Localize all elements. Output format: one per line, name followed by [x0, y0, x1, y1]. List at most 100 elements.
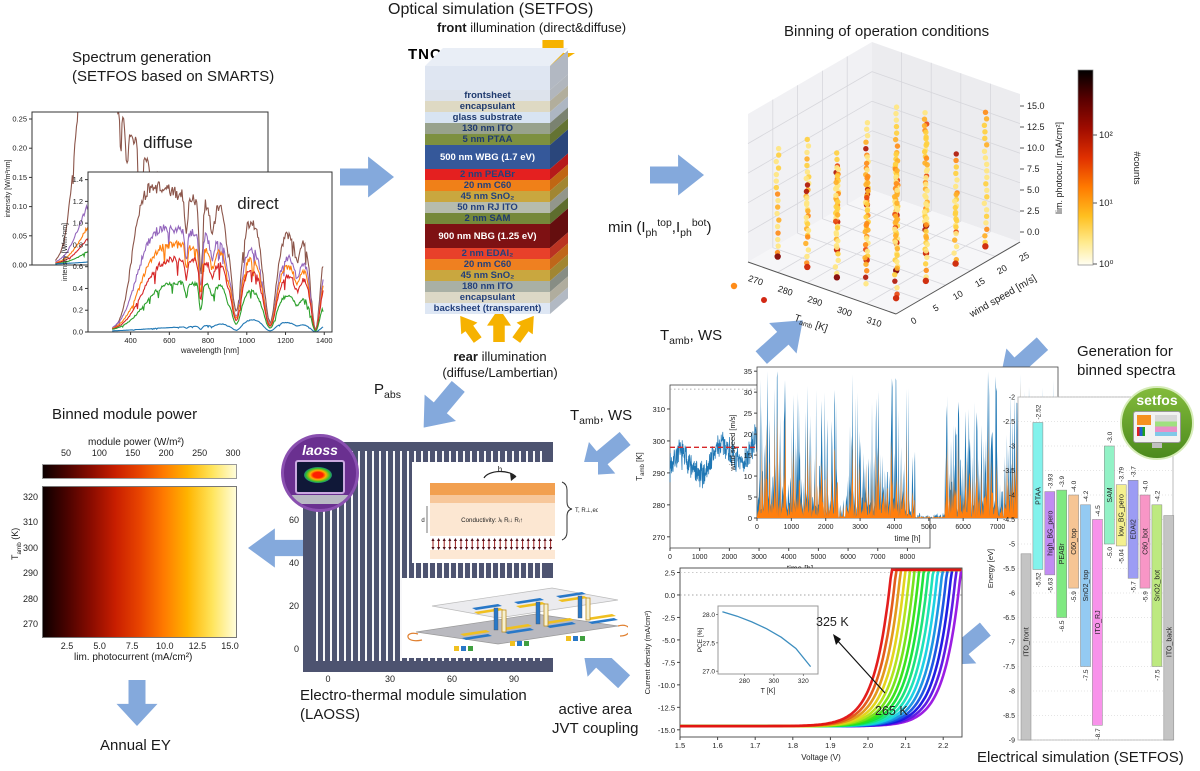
svg-text:4000: 4000 [781, 554, 797, 561]
heatmap-tick: 310 [22, 517, 38, 528]
svg-text:1400: 1400 [316, 336, 333, 345]
svg-text:300: 300 [836, 304, 853, 318]
module-tick: 60 [288, 515, 299, 525]
rear-illumination-label: rear illumination (diffuse/Lambertian) [442, 349, 558, 380]
svg-text:15.0: 15.0 [1027, 101, 1045, 111]
svg-text:10⁰: 10⁰ [1099, 259, 1114, 270]
binning-colorbar [1077, 69, 1094, 266]
stack-layer-label: backsheet (transparent) [433, 303, 542, 314]
heatmap-tick: 200 [158, 448, 174, 458]
svg-text:1000: 1000 [692, 554, 708, 561]
svg-text:0.0: 0.0 [1027, 227, 1040, 237]
stack-layer-glass-slab [425, 50, 568, 90]
heatmap-tick: 10.0 [156, 641, 174, 651]
heatmap-tick: 150 [125, 448, 141, 458]
svg-text:direct: direct [237, 194, 279, 213]
stack-layer-glass-substrate: glass substrate [425, 96, 568, 123]
svg-text:-4.2: -4.2 [1083, 490, 1090, 502]
heatmap-tick: 5.0 [93, 641, 106, 651]
svg-text:Conductivity: λᵢ Rᵢ↓ Rᵢ↑: Conductivity: λᵢ Rᵢ↓ Rᵢ↑ [461, 517, 523, 524]
svg-text:2000: 2000 [722, 554, 738, 561]
generation-title: Generation for binned spectra [1077, 343, 1176, 379]
svg-text:-5: -5 [1009, 542, 1015, 549]
energy-bar-ITO_back [1163, 515, 1175, 741]
heatmap-tick: 2.5 [60, 641, 74, 651]
svg-text:310: 310 [652, 405, 665, 414]
stack-layer-label: 180 nm ITO [461, 281, 514, 292]
energy-bar-PTAA [1032, 422, 1044, 570]
setfos-logo-wordmark: setfos [1136, 392, 1178, 408]
heatmap-body [42, 486, 237, 638]
svg-text:-5.0: -5.0 [662, 636, 675, 645]
svg-text:8000: 8000 [900, 554, 916, 561]
svg-text:280: 280 [652, 501, 665, 510]
svg-text:-3.7: -3.7 [1131, 466, 1138, 478]
stack-layer-900-nm-nbg-1-25-ev-: 900 nm NBG (1.25 eV) [425, 208, 568, 248]
laoss-heatmap-blob-icon [304, 467, 332, 483]
svg-text:290: 290 [652, 469, 665, 478]
stack-layer-45-nm-sno-: 45 nm SnO₂ [425, 254, 568, 281]
svg-text:-7: -7 [1009, 640, 1015, 647]
energy-bar-high_BG_pero [1044, 491, 1056, 576]
svg-text:2.1: 2.1 [900, 741, 910, 750]
svg-text:2.5: 2.5 [1027, 206, 1040, 216]
svg-text:20: 20 [995, 263, 1009, 277]
wind-speed [757, 371, 1058, 518]
svg-text:-5.0: -5.0 [1107, 547, 1114, 559]
stack-layer-frontsheet: frontsheet [425, 74, 568, 101]
svg-text:-5.04: -5.04 [1119, 549, 1126, 564]
heatmap-tick: 15.0 [221, 641, 239, 651]
svg-text:1.2: 1.2 [73, 197, 83, 206]
svg-text:1.5: 1.5 [675, 741, 685, 750]
svg-text:d: d [421, 518, 424, 524]
svg-text:intensity [W/m²nm]: intensity [W/m²nm] [62, 223, 69, 281]
arrow-heatmap-to-annual-ey [112, 680, 162, 726]
svg-text:wind speed [m/s]: wind speed [m/s] [728, 414, 737, 471]
energy-bar-C60_bot [1139, 494, 1151, 589]
energy-bar-SAM [1104, 445, 1115, 545]
svg-text:270: 270 [747, 273, 764, 287]
tamb-ws-label-top: Tamb, WS [660, 327, 723, 347]
svg-text:0.05: 0.05 [12, 231, 27, 240]
spectrum-4 [112, 255, 324, 332]
setfos-screen-block1 [1137, 415, 1151, 425]
svg-text:intensity [W/m²nm]: intensity [W/m²nm] [5, 159, 12, 217]
svg-text:-9: -9 [1009, 738, 1015, 745]
module-tick: 0 [293, 644, 299, 654]
svg-text:T [K]: T [K] [761, 688, 776, 695]
svg-text:Energy [eV]: Energy [eV] [986, 549, 995, 588]
stack-layer-label: 2 nm SAM [464, 213, 511, 224]
stack-layer-130-nm-ito: 130 nm ITO [425, 107, 568, 134]
svg-text:-7.5: -7.5 [662, 658, 675, 667]
svg-text:1.4: 1.4 [73, 175, 83, 184]
svg-text:1.7: 1.7 [750, 741, 760, 750]
svg-text:1.0: 1.0 [73, 219, 83, 228]
laoss-logo: laoss [281, 434, 359, 512]
svg-text:0.6: 0.6 [73, 262, 83, 271]
svg-text:ITO_front: ITO_front [1024, 627, 1031, 656]
stack-layer-20-nm-c60: 20 nm C60 [425, 243, 568, 270]
arrow-optical-to-binning [650, 154, 704, 196]
heatmap-tick: 7.5 [125, 641, 139, 651]
stack-layer-label: encapsulant [459, 101, 516, 112]
svg-text:-15.0: -15.0 [658, 726, 675, 735]
svg-text:-2: -2 [1009, 395, 1015, 402]
heatmap-colorbar-label: module power (W/m²) [88, 437, 185, 448]
spectrum-6 [112, 319, 324, 332]
svg-text:high_BG_pero: high_BG_pero [1047, 511, 1054, 556]
svg-text:1.8: 1.8 [788, 741, 798, 750]
svg-text:Tamb [K]: Tamb [K] [635, 452, 646, 481]
svg-text:-8: -8 [1009, 689, 1015, 696]
svg-text:0.10: 0.10 [12, 202, 27, 211]
stack-layer-2-nm-edai-: 2 nm EDAI₂ [425, 232, 568, 259]
energy-bar-PEABr [1056, 489, 1067, 618]
svg-text:280: 280 [739, 678, 750, 685]
stack-layer-label [425, 66, 550, 90]
stack-layer-encapsulant: encapsulant [425, 85, 568, 112]
svg-text:0: 0 [668, 554, 672, 561]
svg-text:35: 35 [744, 367, 752, 376]
energy-bar-SnO2_bot [1151, 504, 1163, 667]
stack-layer-label: 50 nm RJ ITO [457, 202, 518, 213]
